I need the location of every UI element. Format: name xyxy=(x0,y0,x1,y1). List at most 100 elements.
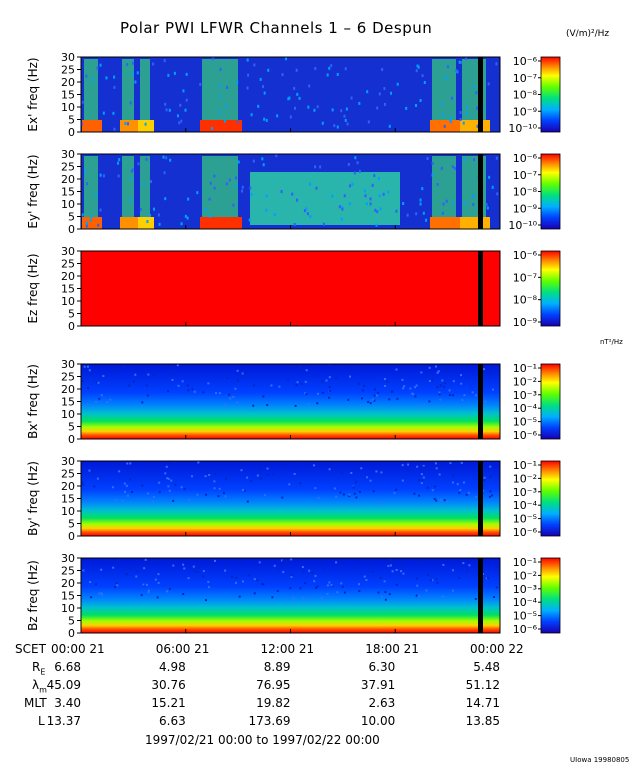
noise-speck xyxy=(340,217,343,221)
noise-speck xyxy=(462,121,465,125)
noise-speck xyxy=(208,197,211,201)
noise-speck xyxy=(487,82,490,86)
noise-speck xyxy=(163,59,166,63)
noise-speck xyxy=(419,99,422,103)
noise-speck xyxy=(81,380,84,383)
noise-speck xyxy=(321,380,324,383)
noise-speck xyxy=(205,493,208,496)
noise-speck xyxy=(357,583,360,586)
noise-speck xyxy=(218,392,221,395)
ephem-value: 10.00 xyxy=(360,714,396,728)
noise-speck xyxy=(323,567,326,570)
noise-speck xyxy=(393,492,396,495)
noise-speck xyxy=(379,207,382,211)
noise-speck xyxy=(131,71,134,75)
noise-speck xyxy=(214,472,217,475)
noise-speck xyxy=(296,381,299,384)
noise-speck xyxy=(302,596,305,599)
noise-speck xyxy=(355,481,358,484)
noise-speck xyxy=(87,387,90,390)
noise-speck xyxy=(369,402,372,405)
noise-speck xyxy=(436,467,439,470)
noise-speck xyxy=(495,371,498,374)
noise-speck xyxy=(396,82,399,86)
noise-speck xyxy=(117,174,120,178)
noise-speck xyxy=(347,162,350,166)
burst-column xyxy=(432,156,456,217)
noise-speck xyxy=(115,368,118,371)
noise-speck xyxy=(419,202,422,206)
data-gap xyxy=(478,57,483,132)
noise-speck xyxy=(243,489,246,492)
noise-speck xyxy=(386,380,389,383)
noise-speck xyxy=(219,67,222,71)
noise-speck xyxy=(163,171,166,175)
noise-speck xyxy=(248,218,251,222)
y-tick-label: 5 xyxy=(68,114,75,127)
noise-speck xyxy=(157,559,160,562)
scet-label: SCET xyxy=(15,642,46,656)
noise-speck xyxy=(485,203,488,207)
y-tick-label: 0 xyxy=(68,433,75,446)
noise-speck xyxy=(116,559,119,562)
noise-speck xyxy=(363,384,366,387)
noise-speck xyxy=(232,203,235,207)
x-tick-label: 00:00 22 xyxy=(470,642,524,656)
noise-speck xyxy=(413,492,416,495)
colorbar-tick-label: 10⁻² xyxy=(513,472,537,485)
noise-speck xyxy=(123,482,126,485)
noise-speck xyxy=(426,157,429,161)
noise-speck xyxy=(237,160,240,164)
noise-speck xyxy=(335,377,338,380)
y-tick-label: 15 xyxy=(61,89,75,102)
noise-speck xyxy=(169,158,172,162)
noise-speck xyxy=(171,378,174,381)
ephem-label-mlt: MLT xyxy=(24,696,47,710)
noise-speck xyxy=(289,365,292,368)
noise-speck xyxy=(330,64,333,68)
noise-speck xyxy=(377,177,380,181)
noise-speck xyxy=(402,201,405,205)
noise-speck xyxy=(421,187,424,191)
noise-speck xyxy=(462,481,465,484)
noise-speck xyxy=(363,575,366,578)
panel-background xyxy=(81,57,500,132)
noise-speck xyxy=(336,591,339,594)
noise-speck xyxy=(438,473,441,476)
y-tick-label: 10 xyxy=(61,101,75,114)
noise-speck xyxy=(146,220,149,224)
noise-speck xyxy=(436,386,439,389)
noise-speck xyxy=(295,463,298,466)
noise-speck xyxy=(265,118,268,122)
noise-speck xyxy=(93,485,96,488)
noise-speck xyxy=(376,106,379,110)
noise-speck xyxy=(81,213,84,217)
noise-speck xyxy=(150,180,153,184)
noise-speck xyxy=(435,365,438,368)
noise-speck xyxy=(445,199,448,203)
noise-speck xyxy=(395,368,398,371)
noise-speck xyxy=(214,559,217,562)
data-gap xyxy=(478,154,483,229)
ephem-value: 30.76 xyxy=(151,678,186,692)
noise-speck xyxy=(373,394,376,397)
noise-speck xyxy=(415,212,418,216)
noise-speck xyxy=(90,215,93,219)
noise-speck xyxy=(261,157,264,161)
noise-speck xyxy=(204,207,207,211)
noise-speck xyxy=(434,462,437,465)
electric-unit-label: (V/m)²/Hz xyxy=(566,29,610,39)
noise-speck xyxy=(84,501,87,504)
noise-speck xyxy=(246,476,249,479)
noise-speck xyxy=(185,98,188,102)
noise-speck xyxy=(130,177,133,181)
noise-speck xyxy=(116,367,119,370)
x-tick-label: 00:00 21 xyxy=(51,642,105,656)
noise-speck xyxy=(315,586,318,589)
noise-speck xyxy=(438,391,441,394)
noise-speck xyxy=(98,592,101,595)
noise-speck xyxy=(441,379,444,382)
noise-speck xyxy=(105,76,108,80)
noise-speck xyxy=(428,379,431,382)
colorbar-tick-label: 10⁻⁶ xyxy=(513,249,538,262)
